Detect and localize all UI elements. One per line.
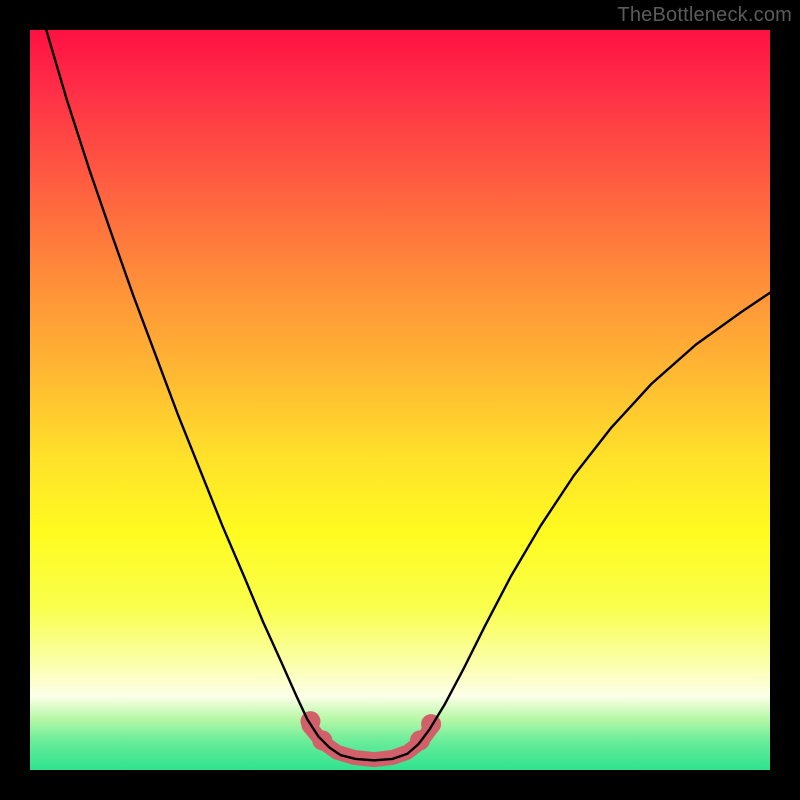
highlight-dot: [300, 711, 320, 731]
watermark-text: TheBottleneck.com: [617, 4, 792, 27]
chart-container: TheBottleneck.com: [0, 0, 800, 800]
bottleneck-chart: [0, 0, 800, 800]
plot-background: [30, 30, 770, 770]
